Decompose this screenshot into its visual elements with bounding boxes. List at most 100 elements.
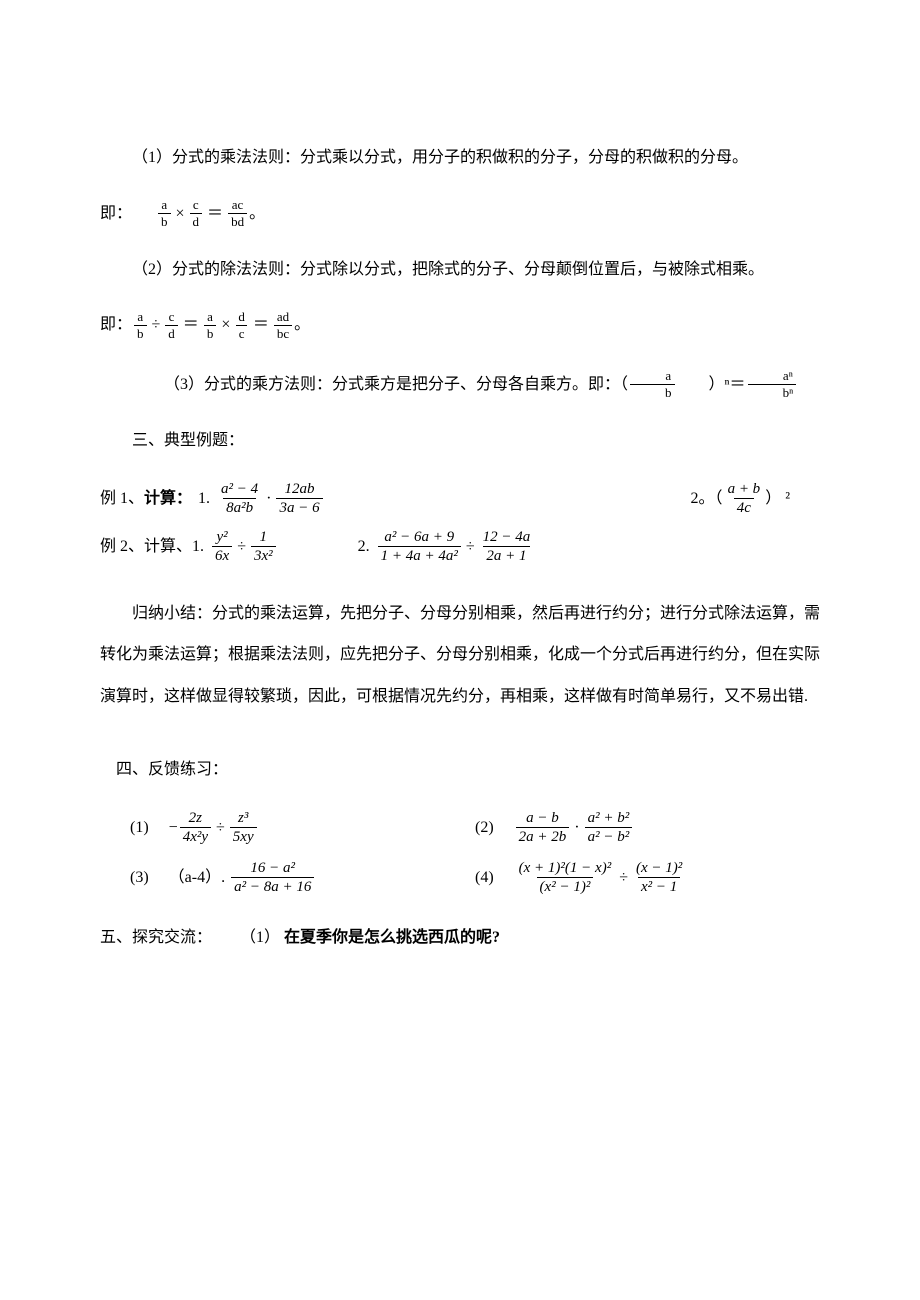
- num: a + b: [725, 481, 764, 499]
- num: 12 − 4a: [480, 529, 534, 547]
- den: bd: [228, 213, 247, 229]
- p1-frac-b: z³ 5xy: [230, 810, 257, 846]
- p4-frac-b: (x − 1)² x² − 1: [633, 860, 685, 896]
- den: a² − 8a + 16: [231, 877, 314, 896]
- op-div: ÷: [152, 313, 161, 337]
- den: bⁿ: [748, 384, 797, 400]
- frac-c-d: c d: [190, 198, 203, 230]
- section5-q: （1）: [240, 929, 280, 946]
- rule3-mid: ）ⁿ＝: [677, 373, 746, 397]
- den: 4c: [734, 498, 754, 517]
- op-div: ÷: [619, 866, 628, 890]
- op-div: ÷: [216, 816, 225, 840]
- num: a: [158, 198, 170, 213]
- exercise-block: (1) − 2z 4x²y ÷ z³ 5xy (2) a − b 2a + 2b…: [130, 810, 820, 896]
- frac-a-b-4: a b: [630, 369, 675, 401]
- section3-title: 三、典型例题：: [100, 429, 820, 453]
- ex2-frac-b: 1 3x²: [251, 529, 276, 565]
- num: a: [630, 369, 674, 384]
- ex1-n1: 1.: [198, 487, 210, 511]
- ex1-frac-2: a + b 4c: [725, 481, 764, 517]
- p4-frac-a: (x + 1)²(1 − x)² (x² − 1)²: [516, 860, 615, 896]
- rule2-text: （2）分式的除法法则：分式除以分式，把除式的分子、分母颠倒位置后，与被除式相乘。: [100, 258, 820, 282]
- num: (x − 1)²: [633, 860, 685, 878]
- frac-a-b-3: a b: [204, 310, 217, 342]
- den: 3a − 6: [276, 498, 322, 517]
- section5-line: 五、探究交流： （1） 在夏季你是怎么挑选西瓜的呢?: [100, 926, 820, 950]
- ex1-n2: 2。（: [691, 487, 723, 511]
- den: 2a + 2b: [516, 827, 570, 846]
- op-dot: ·: [266, 487, 271, 511]
- p3-frac: 16 − a² a² − 8a + 16: [231, 860, 314, 896]
- q3-label: (3): [130, 866, 149, 890]
- num: c: [166, 310, 178, 325]
- frac-c-d-2: c d: [165, 310, 178, 342]
- num: y²: [214, 529, 231, 547]
- op-eq: ＝: [253, 313, 269, 337]
- ex1-label: 例 1、: [100, 487, 144, 511]
- exercise-row-1: (1) − 2z 4x²y ÷ z³ 5xy (2) a − b 2a + 2b…: [130, 810, 820, 846]
- q2-label: (2): [475, 816, 494, 840]
- den: x² − 1: [638, 877, 680, 896]
- p1-frac-a: 2z 4x²y: [180, 810, 211, 846]
- num: 16 − a²: [247, 860, 298, 878]
- ex2-n2: 2.: [358, 535, 370, 559]
- num: ad: [274, 310, 292, 325]
- frac-ad-bc: ad bc: [274, 310, 292, 342]
- op-dot: ·: [574, 816, 579, 840]
- ex2-frac-2a: a² − 6a + 9 1 + 4a + 4a²: [378, 529, 461, 565]
- num: (x + 1)²(1 − x)²: [516, 860, 615, 878]
- den: a² − b²: [585, 827, 633, 846]
- ex2-frac-a: y² 6x: [212, 529, 232, 565]
- ex2-label: 例 2、计算、1.: [100, 535, 204, 559]
- frac-d-c: d c: [235, 310, 248, 342]
- den: b: [134, 325, 147, 341]
- num: a: [204, 310, 216, 325]
- num: a² − 4: [218, 481, 261, 499]
- q4-label: (4): [475, 866, 494, 890]
- p2-frac-b: a² + b² a² − b²: [585, 810, 633, 846]
- den: 3x²: [251, 546, 276, 565]
- frac-an-bn: aⁿ bⁿ: [748, 369, 797, 401]
- den: 6x: [212, 546, 232, 565]
- den: 2a + 1: [483, 546, 529, 565]
- op-mult: ×: [176, 202, 185, 226]
- rule1-text: （1）分式的乘法法则：分式乘以分式，用分子的积做积的分子，分母的积做积的分母。: [100, 146, 820, 170]
- frac-ac-bd: ac bd: [228, 198, 247, 230]
- example1-row: 例 1、 计算： 1. a² − 4 8a²b · 12ab 3a − 6 2。…: [100, 481, 820, 517]
- op-neg: −: [169, 816, 178, 840]
- den: 5xy: [230, 827, 257, 846]
- p2-frac-a: a − b 2a + 2b: [516, 810, 570, 846]
- op-mult: ×: [221, 313, 230, 337]
- section5-bold: 在夏季你是怎么挑选西瓜的呢?: [284, 929, 500, 946]
- num: 2z: [186, 810, 205, 828]
- section4-title: 四、反馈练习：: [100, 758, 820, 782]
- den: 8a²b: [223, 498, 256, 517]
- den: d: [165, 325, 178, 341]
- rule2-suffix: 。: [294, 313, 310, 337]
- num: aⁿ: [748, 369, 796, 384]
- ex1-calc: 计算：: [144, 487, 192, 511]
- num: 12ab: [282, 481, 318, 499]
- rule1-suffix: 。: [249, 202, 265, 226]
- rule1-prefix: 即：: [100, 202, 132, 226]
- op-eq: ＝: [183, 313, 199, 337]
- den: 4x²y: [180, 827, 211, 846]
- op-div: ÷: [466, 535, 475, 559]
- rule3-text: （3）分式的乘方法则：分式乘方是把分子、分母各自乘方。即：（: [132, 373, 628, 397]
- num: c: [190, 198, 202, 213]
- den: b: [204, 325, 217, 341]
- den: d: [190, 213, 203, 229]
- ex1-frac-b: 12ab 3a − 6: [276, 481, 322, 517]
- num: a² − 6a + 9: [381, 529, 457, 547]
- rule3-line: （3）分式的乘方法则：分式乘方是把分子、分母各自乘方。即：（ a b ）ⁿ＝ a…: [100, 369, 820, 401]
- rule2-formula: 即： a b ÷ c d ＝ a b × d c ＝ ad bc 。: [100, 310, 820, 342]
- num: 1: [257, 529, 271, 547]
- q1-label: (1): [130, 816, 149, 840]
- summary-paragraph: 归纳小结：分式的乘法运算，先把分子、分母分别相乘，然后再进行约分；进行分式除法运…: [100, 593, 820, 718]
- den: 1 + 4a + 4a²: [378, 546, 461, 565]
- num: ac: [229, 198, 247, 213]
- ex2-frac-2b: 12 − 4a 2a + 1: [480, 529, 534, 565]
- num: a − b: [523, 810, 562, 828]
- num: d: [235, 310, 248, 325]
